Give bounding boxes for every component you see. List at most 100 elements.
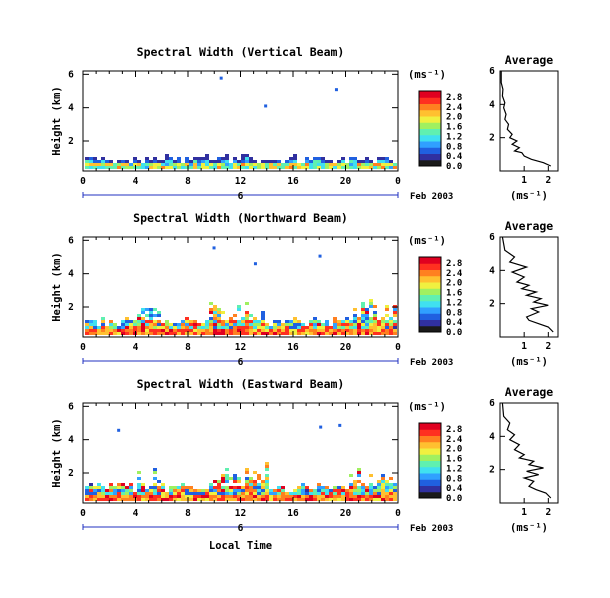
heatmap-cell — [117, 486, 121, 489]
heatmap-cell — [185, 160, 189, 163]
heatmap-cell — [365, 320, 369, 323]
heatmap-cell — [385, 157, 389, 160]
heatmap-cell — [193, 326, 197, 329]
x-tick-label: 16 — [287, 508, 299, 519]
heatmap-cell — [249, 163, 253, 166]
heatmap-cell — [309, 495, 313, 498]
heatmap-cell — [169, 326, 173, 329]
heatmap-cell — [197, 160, 201, 163]
heatmap-cell — [349, 495, 353, 498]
heatmap-cell — [93, 492, 97, 495]
heatmap-cell — [129, 326, 133, 329]
heatmap-cell — [169, 492, 173, 495]
heatmap-cell — [113, 166, 117, 169]
heatmap-cell — [233, 326, 237, 329]
heatmap-cell — [221, 157, 225, 160]
heatmap-cell — [189, 489, 193, 492]
heatmap-cell — [85, 323, 89, 326]
heatmap-cell — [113, 326, 117, 329]
heatmap-cell — [319, 425, 323, 429]
heatmap-cell — [225, 323, 229, 326]
colorbar-tick-label: 2.4 — [446, 269, 463, 279]
heatmap-cell — [257, 320, 261, 323]
heatmap-cell — [357, 480, 361, 483]
colorbar-frame — [418, 256, 442, 333]
colorbar-segment — [419, 491, 441, 499]
heatmap-cell — [169, 498, 173, 501]
heatmap-cell — [389, 492, 393, 495]
heatmap-cell — [89, 320, 93, 323]
heatmap-cell — [393, 483, 397, 486]
heatmap-cell — [265, 332, 269, 335]
heatmap-cell — [97, 483, 101, 486]
heatmap-cell — [349, 474, 353, 477]
colorbar-tick-label: 0.4 — [446, 484, 463, 494]
heatmap-cell — [361, 317, 365, 320]
heatmap-cell — [225, 157, 229, 160]
colorbar-tick-label: 1.6 — [446, 289, 462, 299]
heatmap-cell — [145, 492, 149, 495]
heatmap-cell — [337, 486, 341, 489]
heatmap-cell — [317, 326, 321, 329]
average-y-tick-label: 2 — [489, 133, 495, 144]
heatmap-cell — [153, 468, 157, 471]
heatmap-cell — [237, 480, 241, 483]
date-axis-label: 6 — [238, 357, 244, 368]
colorbar-segment — [419, 116, 441, 123]
heatmap-cell — [213, 163, 217, 166]
heatmap-cell — [169, 166, 173, 169]
heatmap-cell — [337, 498, 341, 501]
heatmap-cell — [361, 489, 365, 492]
heatmap-cell — [357, 498, 361, 501]
heatmap-cell — [385, 486, 389, 489]
heatmap-cell — [113, 329, 117, 332]
heatmap-cell — [393, 166, 397, 169]
heatmap-cell — [185, 157, 189, 160]
heatmap-cell — [293, 160, 297, 163]
colorbar-tick-label: 2.0 — [446, 279, 462, 289]
heatmap-cell — [137, 489, 141, 492]
heatmap-cell — [181, 166, 185, 169]
heatmap-cell — [241, 163, 245, 166]
heatmap-cell — [121, 492, 125, 495]
heatmap-cell — [189, 332, 193, 335]
x-tick-label: 0 — [395, 342, 401, 353]
heatmap-cell — [209, 311, 213, 314]
heatmap-cell — [197, 323, 201, 326]
heatmap-cell — [333, 166, 337, 169]
heatmap-cell — [101, 320, 105, 323]
heatmap-cell — [273, 329, 277, 332]
heatmap-cell — [361, 326, 365, 329]
heatmap-cell — [349, 332, 353, 335]
average-y-tick-label: 4 — [489, 431, 495, 442]
heatmap-cell — [113, 163, 117, 166]
heatmap-cell — [261, 483, 265, 486]
heatmap-cell — [229, 498, 233, 501]
heatmap-cell — [89, 326, 93, 329]
heatmap-cell — [213, 305, 217, 308]
heatmap-cell — [193, 489, 197, 492]
heatmap-cell — [125, 486, 129, 489]
heatmap-cell — [345, 163, 349, 166]
heatmap-cell — [249, 486, 253, 489]
heatmap-cell — [149, 332, 153, 335]
heatmap-cell — [105, 332, 109, 335]
heatmap-cell — [161, 326, 165, 329]
heatmap-cell — [201, 498, 205, 501]
heatmap-cell — [213, 329, 217, 332]
heatmap-cell — [373, 332, 377, 335]
heatmap-cell — [213, 326, 217, 329]
heatmap-cell — [273, 160, 277, 163]
heatmap-cell — [157, 495, 161, 498]
heatmap-cell — [253, 486, 257, 489]
heatmap-cell — [185, 320, 189, 323]
heatmap-cell — [313, 317, 317, 320]
heatmap-cell — [317, 492, 321, 495]
heatmap-cell — [253, 471, 257, 474]
heatmap-cell — [381, 486, 385, 489]
heatmap-cell — [357, 326, 361, 329]
heatmap-cell — [109, 326, 113, 329]
heatmap-cell — [245, 302, 249, 305]
heatmap-cell — [109, 323, 113, 326]
average-profile-line — [501, 402, 552, 499]
